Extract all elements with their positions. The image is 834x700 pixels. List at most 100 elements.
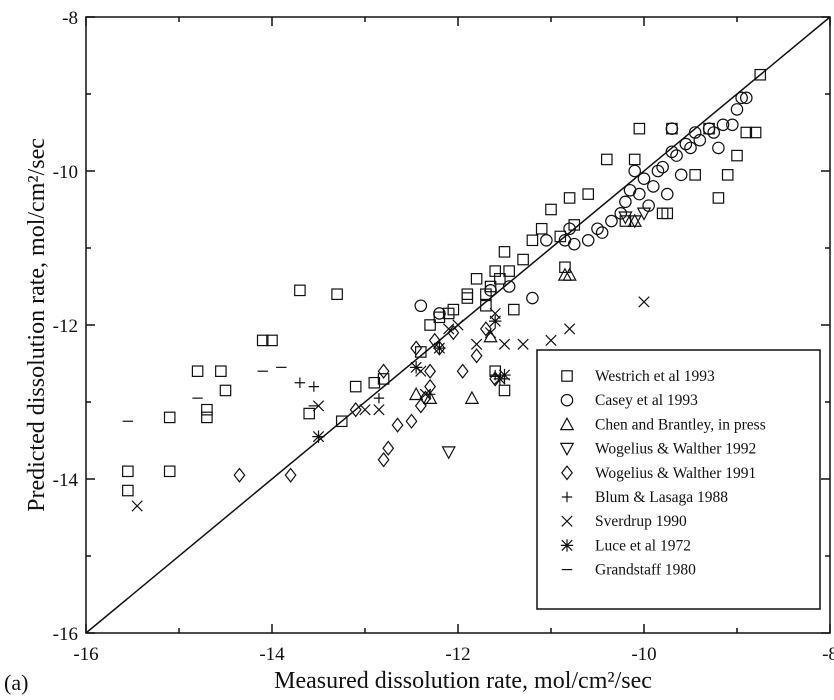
data-point-circle (567, 237, 581, 251)
data-point-circle (735, 91, 748, 105)
data-point-diamond (233, 467, 246, 483)
data-point-diamond (470, 348, 483, 364)
legend-entry-label: Casey et al 1993 (595, 392, 698, 409)
x-tick-label: -10 (631, 644, 656, 665)
data-point-square (749, 126, 762, 139)
data-point-square (633, 122, 646, 135)
data-point-square (754, 68, 767, 81)
data-point-square (484, 280, 497, 293)
data-point-diamond (456, 363, 469, 379)
data-point-circle (674, 168, 688, 182)
data-point-diamond (489, 371, 502, 387)
data-point-circle (730, 103, 744, 116)
legend-marker-x (561, 515, 573, 527)
data-point-square (600, 153, 613, 166)
data-point-circle (619, 195, 632, 209)
data-point-circle (605, 214, 618, 228)
data-point-square (554, 230, 567, 243)
data-point-circle (679, 137, 693, 151)
data-point-square (461, 288, 474, 300)
data-point-diamond (377, 452, 390, 468)
data-point-square (535, 222, 548, 235)
legend-entry-label: Grandstaff 1980 (595, 562, 696, 579)
x-tick-label: -8 (822, 644, 834, 665)
data-point-square (498, 246, 511, 258)
legend-entry-label: Luce et al 1972 (595, 537, 691, 554)
data-point-x (373, 404, 385, 416)
data-point-plus (308, 381, 320, 392)
data-point-diamond (349, 402, 362, 418)
data-point-square (526, 234, 539, 247)
data-point-circle (614, 207, 628, 220)
y-tick-label: -12 (53, 316, 78, 337)
data-point-circle (656, 160, 669, 174)
data-point-circle (502, 280, 516, 293)
data-point-plus (294, 377, 306, 388)
y-tick-label: -10 (53, 162, 78, 183)
data-point-square (191, 365, 204, 377)
data-point-triangle-down (627, 215, 642, 229)
data-point-x (545, 334, 557, 347)
data-point-x (131, 500, 143, 512)
data-point-circle (540, 234, 553, 247)
x-axis-label: Measured dissolution rate, mol/cm²/sec (274, 668, 652, 694)
data-point-square (122, 484, 134, 497)
data-point-circle (712, 141, 725, 155)
data-point-square (568, 219, 581, 231)
data-point-circle (414, 299, 428, 313)
data-point-circle (651, 164, 665, 178)
y-tick-label: -16 (53, 624, 78, 645)
data-point-diamond (419, 390, 432, 406)
data-point-circle (665, 145, 679, 159)
data-point-square (559, 261, 571, 274)
legend: Westrich et al 1993 Casey et al 1993 Chen … (536, 349, 821, 610)
data-point-circle (646, 180, 660, 193)
data-point-x (470, 338, 483, 350)
data-point-asterisk (409, 361, 423, 374)
data-point-square (424, 319, 436, 331)
data-point-x (443, 323, 455, 335)
data-point-triangle-down (441, 446, 456, 460)
data-point-x (484, 327, 497, 339)
data-point-square (303, 407, 315, 420)
data-point-circle (581, 234, 595, 247)
data-point-square (201, 411, 213, 424)
data-point-square (163, 411, 176, 424)
data-point-square (470, 273, 483, 285)
data-point-triangle-up (562, 267, 577, 281)
data-point-asterisk (433, 341, 446, 355)
data-point-circle (526, 291, 539, 305)
data-point-asterisk (312, 430, 325, 443)
x-tick-label: -16 (73, 644, 98, 665)
data-point-triangle-down (636, 207, 652, 221)
data-point-circle (716, 118, 730, 132)
data-point-circle (693, 133, 707, 147)
data-point-circle (637, 172, 651, 185)
data-point-square (517, 253, 529, 266)
data-point-circle (660, 187, 674, 201)
y-tick-label: -14 (53, 470, 79, 491)
data-point-square (563, 192, 576, 204)
tick-labels: -16 -14 -12 -10 -8 -16 -14 -12 -10 -8 (53, 8, 834, 665)
legend-entry-label: Wogelius & Walther 1992 (595, 441, 756, 458)
data-point-square (266, 334, 278, 347)
data-point-square (721, 169, 734, 181)
data-point-x (563, 323, 576, 335)
data-point-diamond (410, 340, 423, 356)
data-point-square (498, 384, 511, 397)
data-point-x (452, 319, 464, 331)
data-point-square (740, 126, 753, 139)
legend-entry-label: Sverdrup 1990 (595, 513, 687, 530)
data-point-square (689, 169, 701, 181)
data-point-square (494, 273, 506, 285)
data-point-square (447, 303, 460, 316)
data-point-square (256, 334, 269, 347)
data-point-square (294, 284, 306, 297)
data-point-x (359, 404, 371, 416)
panel-label: (a) (4, 670, 28, 695)
data-point-circle (484, 284, 497, 297)
data-point-circle (684, 141, 697, 155)
legend-marker-circle (560, 393, 574, 407)
data-point-circle (702, 122, 716, 135)
plot-frame (85, 16, 831, 634)
